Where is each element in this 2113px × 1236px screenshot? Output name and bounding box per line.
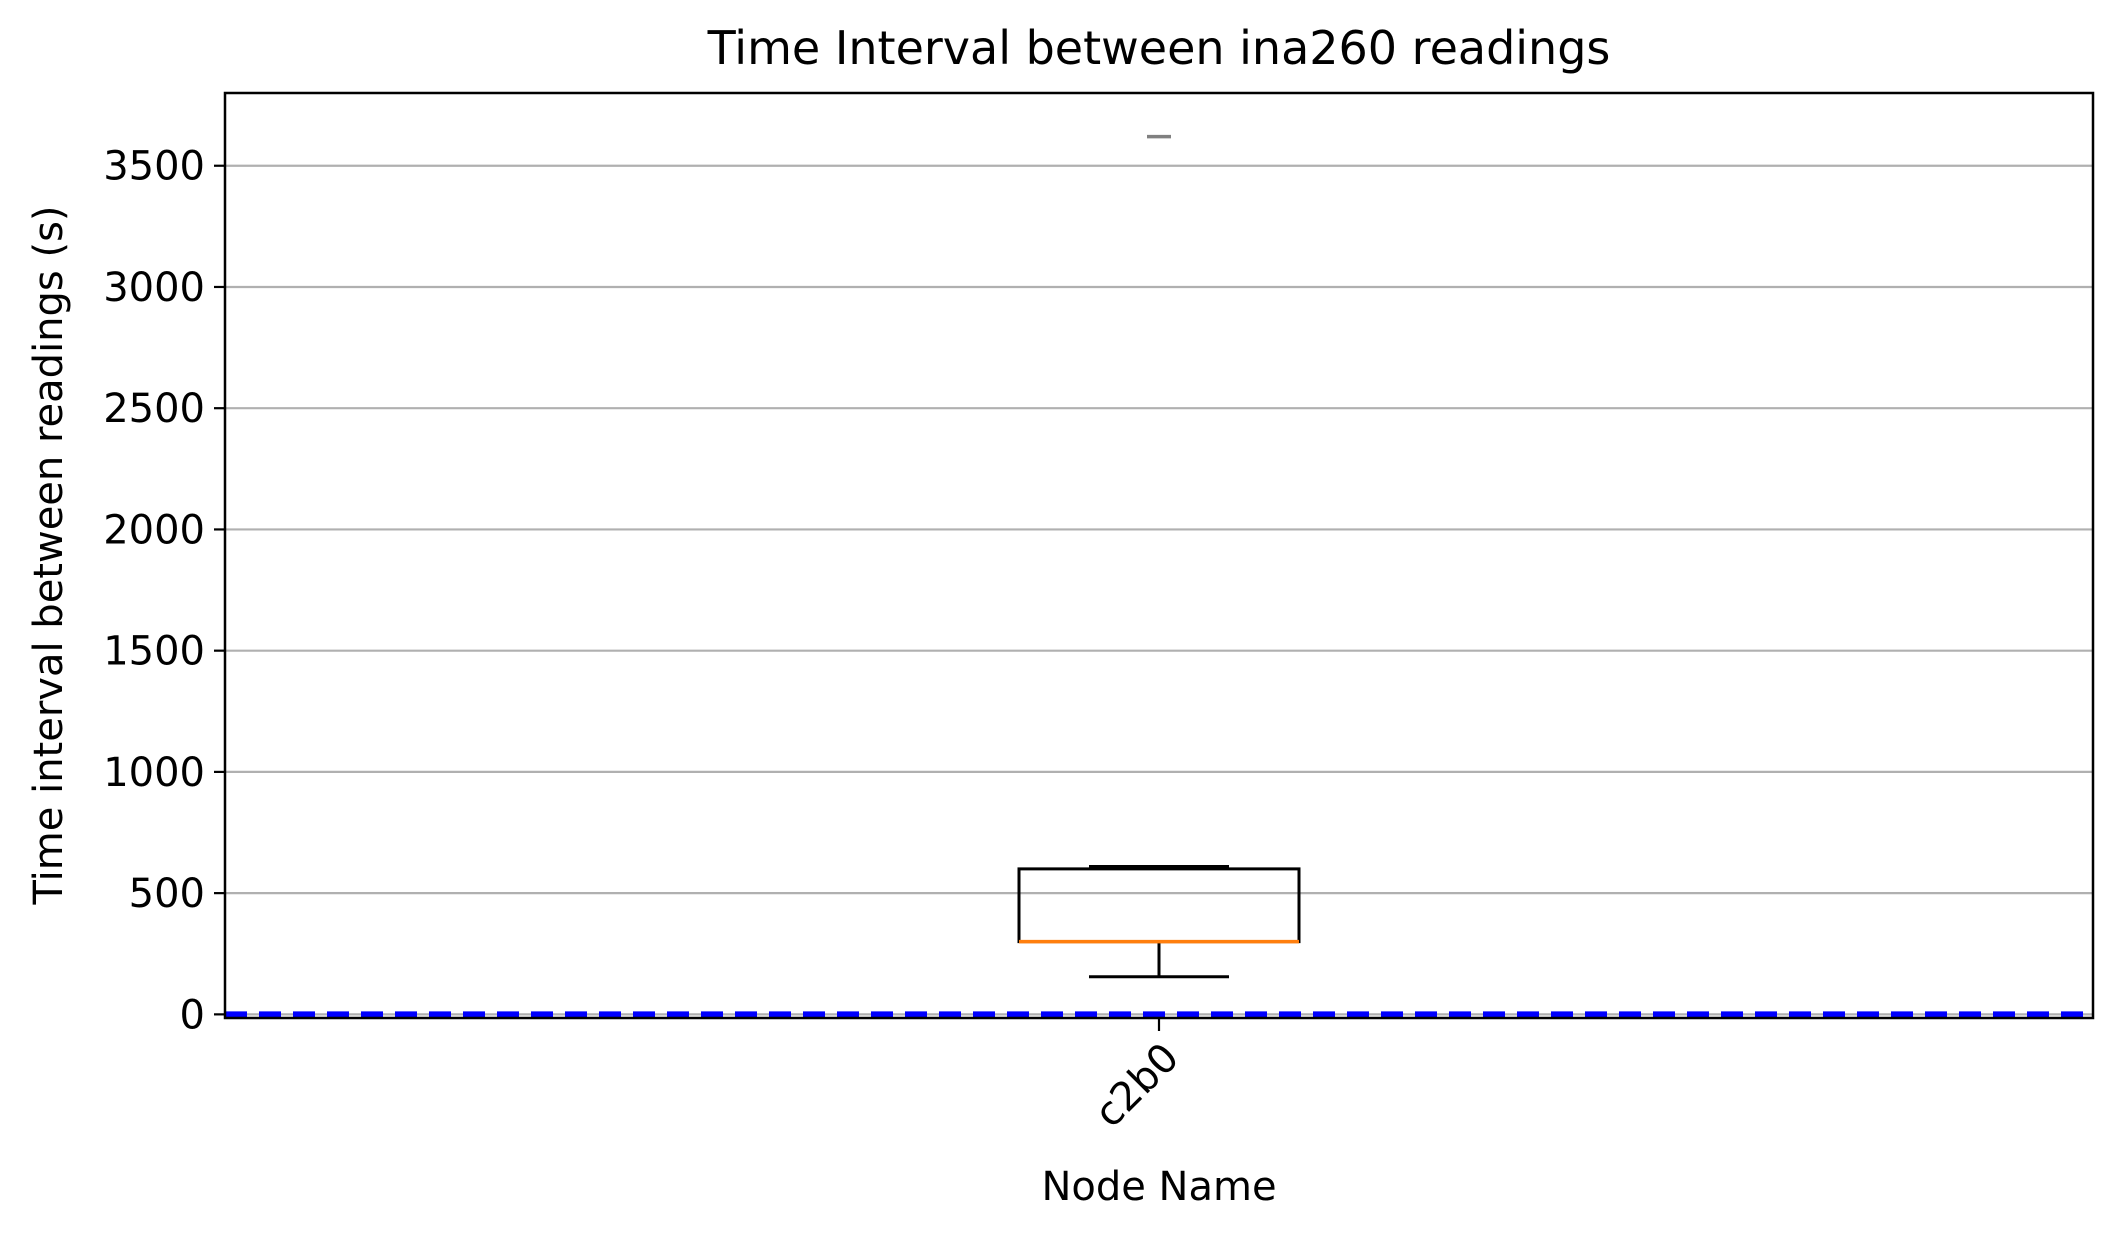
y-tick-label: 1000 [103,750,205,796]
boxes-group [1017,134,1301,979]
y-axis-ticks: 0 500 1000 1500 2000 2500 3000 3500 [103,144,225,1038]
y-tick-label: 0 [180,992,205,1038]
y-tick-label: 500 [129,871,205,917]
y-tick-label: 1500 [103,629,205,675]
chart-title: Time Interval between ina260 readings [707,21,1611,75]
y-tick-label: 2500 [103,386,205,432]
y-axis-label: Time interval between readings (s) [26,205,72,905]
grid-lines [225,164,2093,1016]
y-tick-label: 3000 [103,265,205,311]
y-tick-label: 2000 [103,507,205,553]
y-tick-label: 3500 [103,144,205,190]
x-axis-label: Node Name [1041,1164,1276,1210]
